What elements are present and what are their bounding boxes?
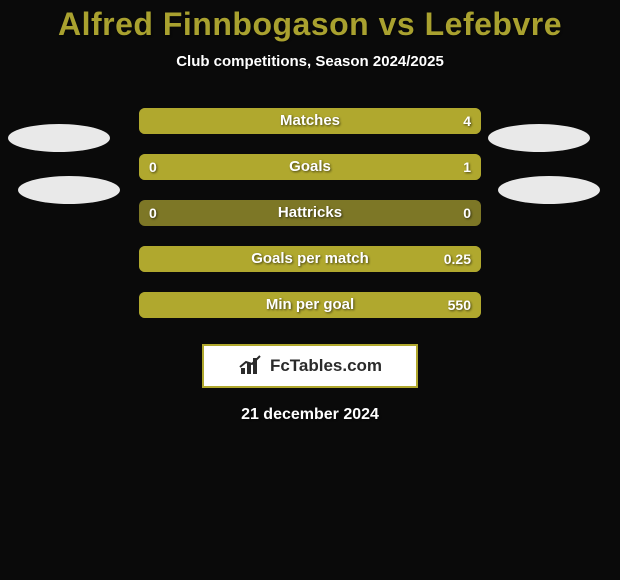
stat-row: Matches4 [0,98,620,144]
stat-row: Goals10 [0,144,620,190]
page-title: Alfred Finnbogason vs Lefebvre [0,0,620,43]
stat-bar: Min per goal550 [139,292,481,318]
logo-box: FcTables.com [202,344,418,388]
stat-bar: Goals10 [139,154,481,180]
bar-fill-right [201,154,481,180]
stat-row: Min per goal550 [0,282,620,328]
stat-bar: Matches4 [139,108,481,134]
stat-row: Goals per match0.25 [0,236,620,282]
bar-fill-left [139,154,201,180]
date-text: 21 december 2024 [0,406,620,424]
bar-chart-icon [238,355,264,377]
stat-value-right: 0 [463,200,471,226]
stat-label: Hattricks [139,200,481,226]
comparison-infographic: Alfred Finnbogason vs Lefebvre Club comp… [0,0,620,580]
subtitle: Club competitions, Season 2024/2025 [0,53,620,70]
stat-row: Hattricks0 0 [0,190,620,236]
bar-fill-right [139,292,481,318]
stat-bar: Goals per match0.25 [139,246,481,272]
logo-inner: FcTables.com [238,355,382,377]
stat-bar: Hattricks0 0 [139,200,481,226]
logo-text: FcTables.com [270,356,382,376]
stats-container: Matches4 Goals10 Hattricks0 0 Goals per matc… [0,98,620,328]
stat-value-left: 0 [149,200,157,226]
bar-fill-right [139,246,481,272]
bar-fill-right [139,108,481,134]
